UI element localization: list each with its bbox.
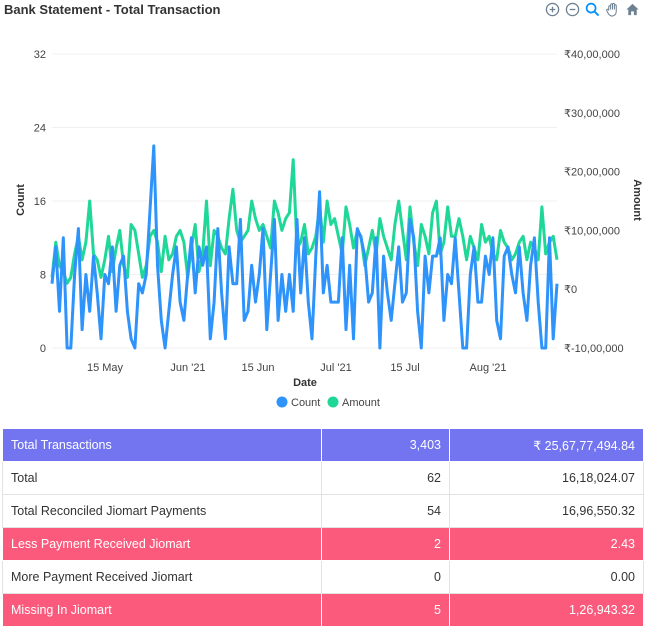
x-axis-label: Date (293, 377, 317, 389)
row-count: 0 (321, 560, 450, 594)
row-label: Total Transactions (2, 428, 322, 462)
series-line-amount (50, 158, 559, 285)
table-row: Total Reconciled Jiomart Payments 54 16,96… (2, 494, 644, 528)
series-lines (50, 144, 559, 350)
y-tick-label: 32 (34, 49, 46, 61)
y-tick-label: 0 (40, 343, 46, 355)
row-label: Missing In Jiomart (2, 593, 322, 627)
legend-marker-count (276, 396, 288, 408)
y2-tick-label: ₹0 (564, 284, 577, 296)
x-tick-label: 15 Jun (241, 362, 274, 374)
y2-tick-label: ₹10,00,000 (564, 225, 620, 237)
row-label: Total (2, 461, 322, 495)
row-count: 2 (321, 527, 450, 561)
x-tick-label: Jul '21 (320, 362, 351, 374)
row-count: 3,403 (321, 428, 450, 462)
row-count: 5 (321, 593, 450, 627)
chart-grid (52, 53, 557, 349)
zoom-in-icon[interactable] (544, 1, 560, 17)
legend-label-count: Count (291, 397, 320, 409)
row-amount: 0.00 (449, 560, 644, 594)
y2-tick-label: ₹-10,00,000 (564, 343, 624, 355)
row-amount: 1,26,943.32 (449, 593, 644, 627)
y-tick-label: 16 (34, 196, 46, 208)
row-label: Less Payment Received Jiomart (2, 527, 322, 561)
y2-axis-ticks: ₹-10,00,000 ₹0 ₹10,00,000 ₹20,00,000 ₹30,00,… (564, 49, 624, 355)
table-row: Total Transactions 3,403 ₹ 25,67,77,494.84 (2, 428, 644, 462)
x-axis-ticks: 15 May Jun '21 15 Jun Jul '21 15 Jul Aug '21 (87, 362, 507, 374)
table-row: More Payment Received Jiomart 0 0.00 (2, 560, 644, 594)
row-label: Total Reconciled Jiomart Payments (2, 494, 322, 528)
chart-legend: Count Amount (276, 396, 380, 409)
legend-marker-amount (327, 396, 339, 408)
line-chart: 0 8 16 24 32 ₹-10,00,000 ₹0 ₹10,00,000 ₹20,00,0… (15, 49, 643, 409)
x-tick-label: Jun '21 (170, 362, 205, 374)
row-amount: 16,18,024.07 (449, 461, 644, 495)
y2-tick-label: ₹40,00,000 (564, 49, 620, 61)
row-amount: 16,96,550.32 (449, 494, 644, 528)
table-row: Total 62 16,18,024.07 (2, 461, 644, 495)
summary-table: Total Transactions 3,403 ₹ 25,67,77,494.84… (2, 428, 644, 627)
y-axis-label: Count (15, 184, 27, 216)
row-amount: ₹ 25,67,77,494.84 (449, 428, 644, 462)
legend-label-amount: Amount (342, 397, 380, 409)
y-tick-label: 24 (34, 123, 46, 135)
row-count: 62 (321, 461, 450, 495)
x-tick-label: 15 May (87, 362, 124, 374)
table-row: Less Payment Received Jiomart 2 2.43 (2, 527, 644, 561)
home-icon[interactable] (624, 1, 640, 17)
y2-tick-label: ₹30,00,000 (564, 108, 620, 120)
x-tick-label: 15 Jul (390, 362, 419, 374)
zoom-out-icon[interactable] (564, 1, 580, 17)
chart-title: Bank Statement - Total Transaction (4, 2, 221, 17)
row-label: More Payment Received Jiomart (2, 560, 322, 594)
pan-hand-icon[interactable] (604, 1, 620, 17)
row-amount: 2.43 (449, 527, 644, 561)
y-tick-label: 8 (40, 270, 46, 282)
y2-axis-label: Amount (631, 179, 643, 221)
y2-tick-label: ₹20,00,000 (564, 167, 620, 179)
x-tick-label: Aug '21 (470, 362, 507, 374)
y-axis-ticks: 0 8 16 24 32 (34, 49, 46, 355)
chart-toolbar (544, 1, 640, 17)
magnify-icon[interactable] (584, 1, 600, 17)
series-line-count (50, 144, 559, 350)
row-count: 54 (321, 494, 450, 528)
table-row: Missing In Jiomart 5 1,26,943.32 (2, 593, 644, 627)
